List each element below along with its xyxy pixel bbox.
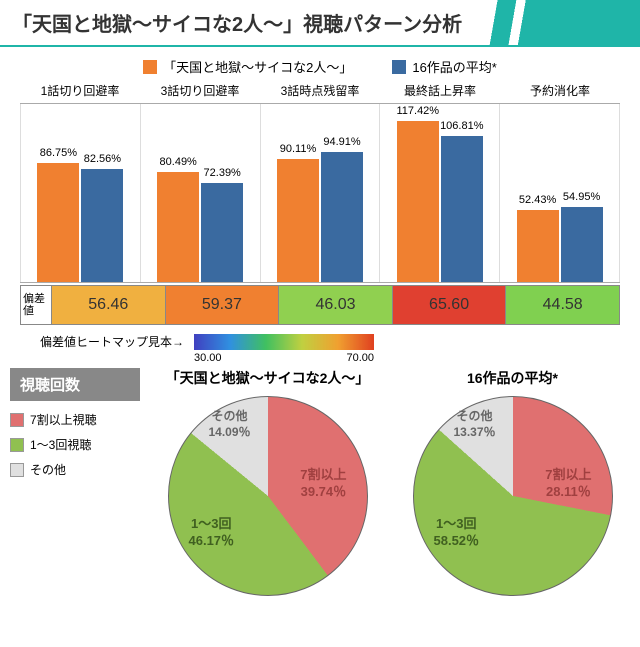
bar-series2: 54.95% [561, 207, 603, 282]
pie-legend-label: 1〜3回視聴 [30, 436, 91, 453]
heatmap-legend: 偏差値ヒートマップ見本→ 30.00 70.00 [20, 325, 620, 358]
bar-category-label: 予約消化率 [500, 82, 620, 99]
bar-group: 86.75%82.56% [20, 104, 140, 282]
bar-value: 117.42% [396, 105, 439, 117]
bar-group: 52.43%54.95% [499, 104, 620, 282]
pie-slice-label: 1〜3回58.52％ [434, 516, 480, 550]
deviation-cell: 46.03 [278, 286, 392, 324]
bar-category-labels: 1話切り回避率3話切り回避率3話時点残留率最終話上昇率予約消化率 [20, 82, 620, 99]
legend-series1: 「天国と地獄〜サイコな2人〜」 [143, 57, 352, 76]
pie-chart: 7割以上28.11％ 1〜3回58.52％ その他13.37％ [413, 396, 613, 596]
bar-series2: 72.39% [201, 183, 243, 282]
swatch-icon [10, 463, 24, 477]
bar-category-label: 3話切り回避率 [140, 82, 260, 99]
bar-chart: 86.75%82.56%80.49%72.39%90.11%94.91%117.… [20, 103, 620, 283]
pie-legend-label: その他 [30, 461, 66, 478]
deviation-row: 偏差値 56.4659.3746.0365.6044.58 [20, 285, 620, 325]
deviation-label: 偏差値 [21, 286, 51, 324]
bar-series1: 90.11% [277, 159, 319, 282]
bar-value: 86.75% [40, 147, 77, 159]
bar-series2: 82.56% [81, 169, 123, 282]
bar-value: 54.95% [563, 191, 600, 203]
deviation-cell: 65.60 [392, 286, 506, 324]
swatch-icon [10, 438, 24, 452]
pie-chart: 7割以上39.74％ 1〜3回46.17％ その他14.09％ [168, 396, 368, 596]
bar-value: 106.81% [440, 120, 483, 132]
legend-series2: 16作品の平均* [392, 57, 497, 76]
bar-series1: 86.75% [37, 163, 79, 282]
pie-slice-label: 1〜3回46.17％ [189, 516, 235, 550]
bar-group: 117.42%106.81% [379, 104, 499, 282]
pie-slice-label: その他13.37％ [454, 409, 496, 440]
pie-legend-item: 1〜3回視聴 [10, 436, 140, 453]
deviation-cell: 56.46 [51, 286, 165, 324]
pie-title: 16作品の平均* [395, 368, 630, 388]
swatch-icon [10, 413, 24, 427]
bar-legend: 「天国と地獄〜サイコな2人〜」 16作品の平均* [0, 47, 640, 82]
gradient-max: 70.00 [346, 352, 374, 364]
bar-group: 80.49%72.39% [140, 104, 260, 282]
pie-legend-label: 7割以上視聴 [30, 411, 97, 428]
bar-value: 80.49% [160, 156, 197, 168]
legend-label: 「天国と地獄〜サイコな2人〜」 [163, 57, 352, 76]
bar-series1: 80.49% [157, 172, 199, 282]
bar-category-label: 1話切り回避率 [20, 82, 140, 99]
gradient-bar: 30.00 70.00 [194, 334, 374, 350]
pie-slice-label: 7割以上39.74％ [300, 467, 346, 501]
pie-slice-label: その他14.09％ [209, 409, 251, 440]
swatch-icon [392, 60, 406, 74]
bar-series2: 94.91% [321, 152, 363, 282]
bar-value: 94.91% [323, 136, 360, 148]
pie-slice-label: 7割以上28.11％ [545, 467, 591, 501]
bar-category-label: 最終話上昇率 [380, 82, 500, 99]
pie-legend-item: その他 [10, 461, 140, 478]
swatch-icon [143, 60, 157, 74]
deviation-cell: 59.37 [165, 286, 279, 324]
bar-group: 90.11%94.91% [260, 104, 380, 282]
bar-series1: 52.43% [517, 210, 559, 282]
bar-value: 90.11% [280, 143, 317, 155]
bar-value: 52.43% [519, 194, 556, 206]
pie-section-title: 視聴回数 [10, 368, 140, 401]
pie-section: 視聴回数 7割以上視聴 1〜3回視聴その他 「天国と地獄〜サイコな2人〜」 7割以上… [0, 358, 640, 616]
deviation-cell: 44.58 [505, 286, 619, 324]
bar-value: 82.56% [84, 153, 121, 165]
bar-value: 72.39% [204, 167, 241, 179]
pie-legend-item: 7割以上視聴 [10, 411, 140, 428]
bar-series2: 106.81% [441, 136, 483, 282]
bar-series1: 117.42% [397, 121, 439, 282]
pie-chart-wrap: 16作品の平均* 7割以上28.11％ 1〜3回58.52％ その他13.37％ [395, 368, 630, 596]
bar-category-label: 3話時点残留率 [260, 82, 380, 99]
gradient-min: 30.00 [194, 352, 222, 364]
legend-label: 16作品の平均* [412, 57, 497, 76]
page-title: 「天国と地獄〜サイコな2人〜」視聴パターン分析 [0, 0, 640, 47]
pie-title: 「天国と地獄〜サイコな2人〜」 [150, 368, 385, 388]
heatmap-label: 偏差値ヒートマップ見本→ [40, 333, 184, 350]
pie-chart-wrap: 「天国と地獄〜サイコな2人〜」 7割以上39.74％ 1〜3回46.17％ その他14… [150, 368, 385, 596]
